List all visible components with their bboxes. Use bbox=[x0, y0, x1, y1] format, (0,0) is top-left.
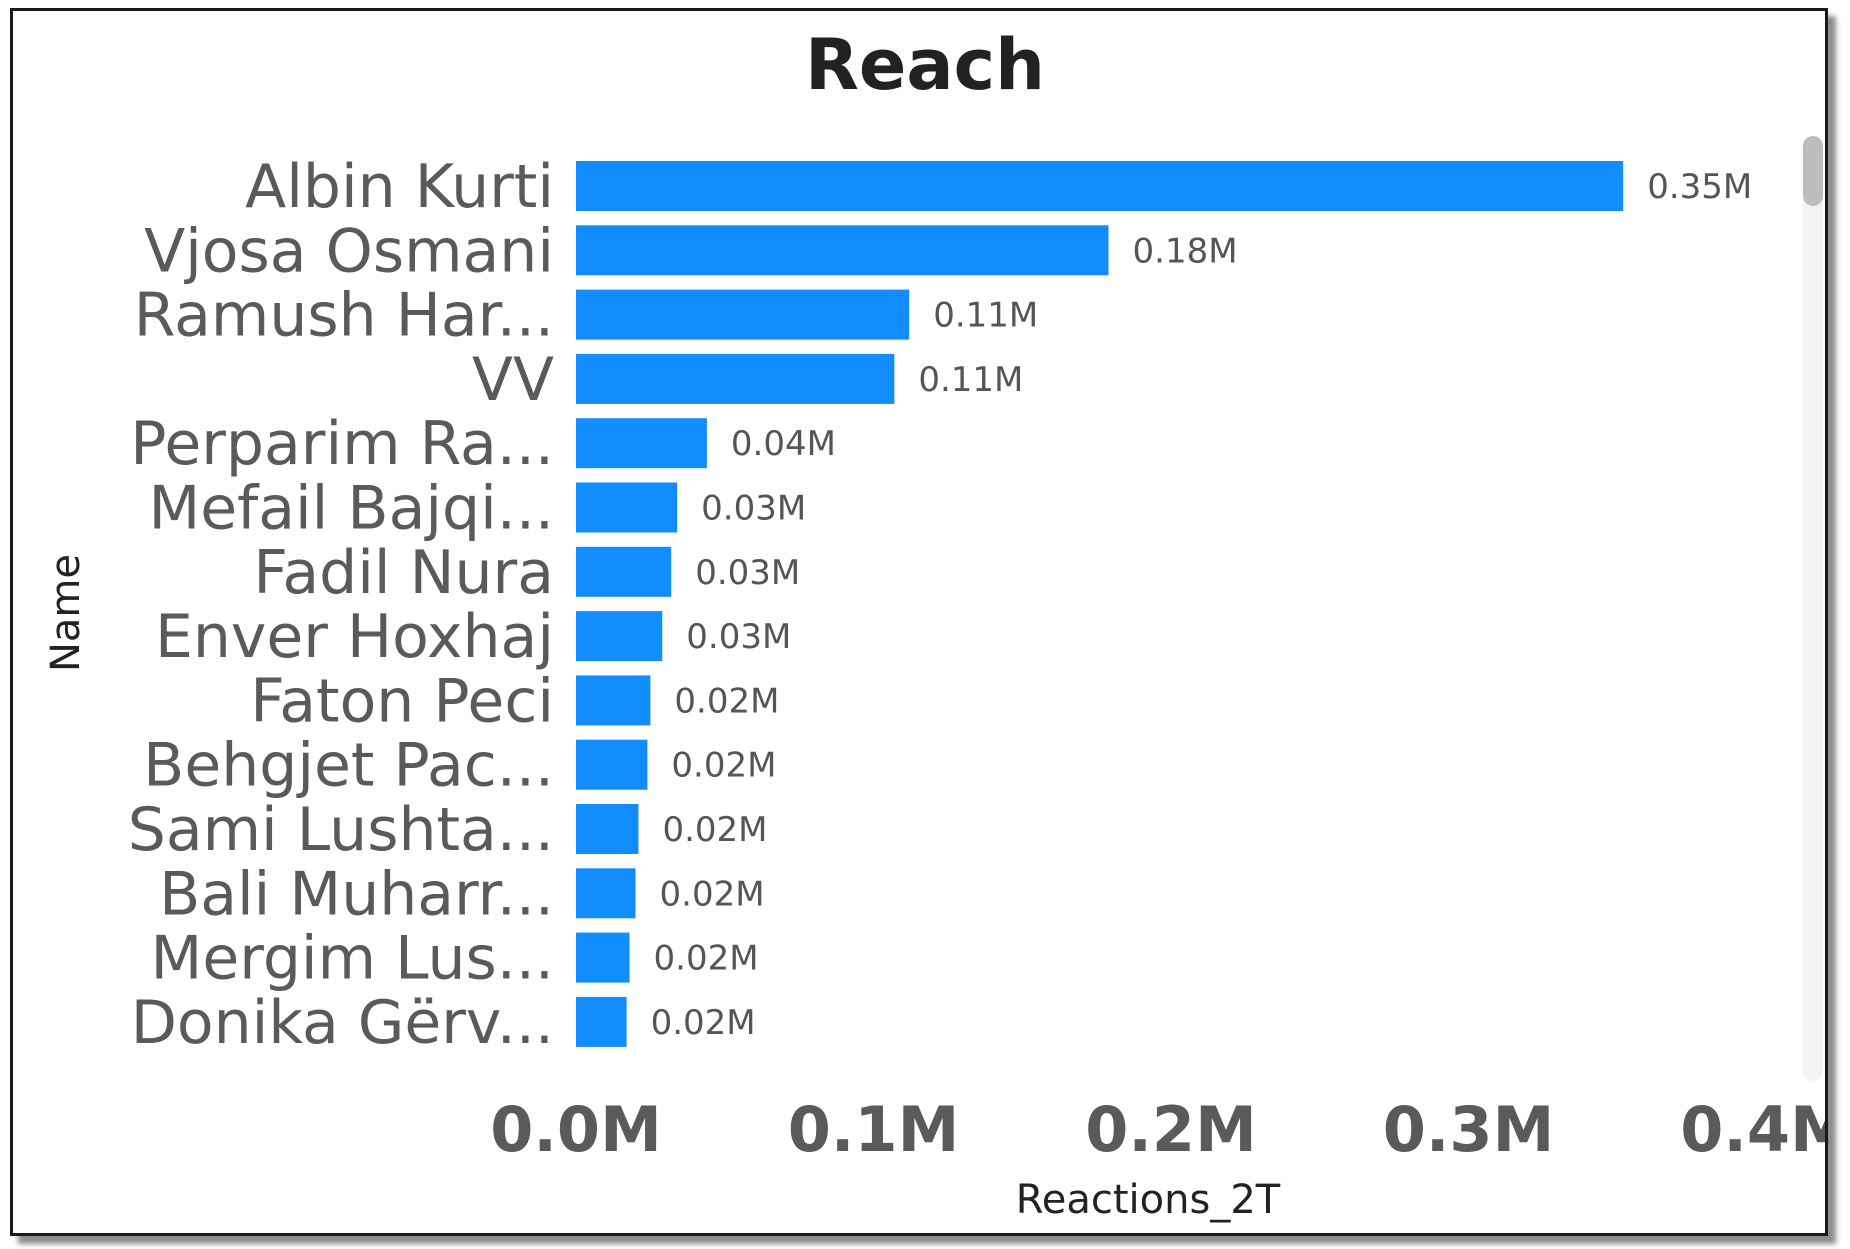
data-label-1: 0.18M bbox=[1133, 231, 1238, 271]
bar-1[interactable] bbox=[576, 225, 1109, 276]
data-label-8: 0.02M bbox=[674, 681, 779, 721]
scrollbar-track[interactable] bbox=[1803, 136, 1823, 1081]
data-label-3: 0.11M bbox=[918, 360, 1023, 400]
data-label-4: 0.04M bbox=[731, 424, 836, 464]
bar-0[interactable] bbox=[576, 161, 1624, 211]
x-tick-label-2: 0.2M bbox=[1085, 1093, 1257, 1166]
category-label-12: Mergim Lus... bbox=[151, 924, 554, 994]
data-label-5: 0.03M bbox=[701, 489, 806, 529]
category-label-13: Donika Gërv... bbox=[131, 988, 554, 1058]
data-label-9: 0.02M bbox=[671, 746, 776, 786]
category-label-9: Behgjet Pac... bbox=[143, 731, 554, 801]
bar-6[interactable] bbox=[576, 546, 672, 597]
data-label-7: 0.03M bbox=[686, 617, 791, 657]
x-tick-label-0: 0.0M bbox=[490, 1093, 662, 1166]
data-label-11: 0.02M bbox=[660, 874, 765, 914]
bar-3[interactable] bbox=[576, 353, 895, 404]
data-label-13: 0.02M bbox=[651, 1003, 756, 1043]
category-label-10: Sami Lushta... bbox=[128, 795, 554, 865]
x-axis-label: Reactions_2T bbox=[1016, 1177, 1281, 1223]
bar-11[interactable] bbox=[576, 868, 636, 919]
category-label-8: Faton Peci bbox=[250, 666, 554, 736]
chart-frame: Reach Albin Kurti Vjosa Osmani Ramush Har.… bbox=[10, 8, 1828, 1236]
x-tick-label-3: 0.3M bbox=[1383, 1093, 1555, 1166]
category-label-6: Fadil Nura bbox=[253, 538, 554, 608]
category-label-5: Mefail Bajqi... bbox=[148, 474, 554, 544]
bar-12[interactable] bbox=[576, 932, 630, 983]
bar-4[interactable] bbox=[576, 418, 707, 469]
data-labels-group: 0.35M 0.18M 0.11M 0.11M 0.04M 0.03M 0.03M 0.03M… bbox=[651, 167, 1753, 1043]
category-label-2: Ramush Har... bbox=[134, 281, 554, 351]
data-label-10: 0.02M bbox=[662, 810, 767, 850]
bar-5[interactable] bbox=[576, 482, 678, 533]
data-label-12: 0.02M bbox=[654, 939, 759, 979]
chart-title: Reach bbox=[805, 24, 1045, 106]
scrollbar-thumb[interactable] bbox=[1803, 136, 1823, 206]
data-label-0: 0.35M bbox=[1647, 167, 1752, 207]
category-label-1: Vjosa Osmani bbox=[144, 216, 554, 286]
x-tick-label-1: 0.1M bbox=[788, 1093, 960, 1166]
category-label-0: Albin Kurti bbox=[245, 152, 554, 222]
category-label-7: Enver Hoxhaj bbox=[155, 602, 554, 672]
data-label-6: 0.03M bbox=[695, 553, 800, 593]
bars-group bbox=[576, 161, 1624, 1047]
bar-2[interactable] bbox=[576, 289, 910, 340]
category-label-4: Perparim Ra... bbox=[130, 409, 554, 479]
bar-8[interactable] bbox=[576, 675, 651, 726]
data-label-2: 0.11M bbox=[933, 296, 1038, 336]
x-tick-labels-group: 0.0M 0.1M 0.2M 0.3M 0.4M bbox=[490, 1093, 1825, 1166]
category-label-3: VV bbox=[472, 345, 554, 415]
bar-10[interactable] bbox=[576, 804, 639, 854]
x-tick-label-4: 0.4M bbox=[1680, 1093, 1825, 1166]
category-label-11: Bali Muharr... bbox=[159, 859, 554, 929]
bar-13[interactable] bbox=[576, 996, 627, 1047]
bar-7[interactable] bbox=[576, 611, 663, 662]
y-axis-label: Name bbox=[43, 554, 89, 672]
bar-9[interactable] bbox=[576, 739, 648, 790]
